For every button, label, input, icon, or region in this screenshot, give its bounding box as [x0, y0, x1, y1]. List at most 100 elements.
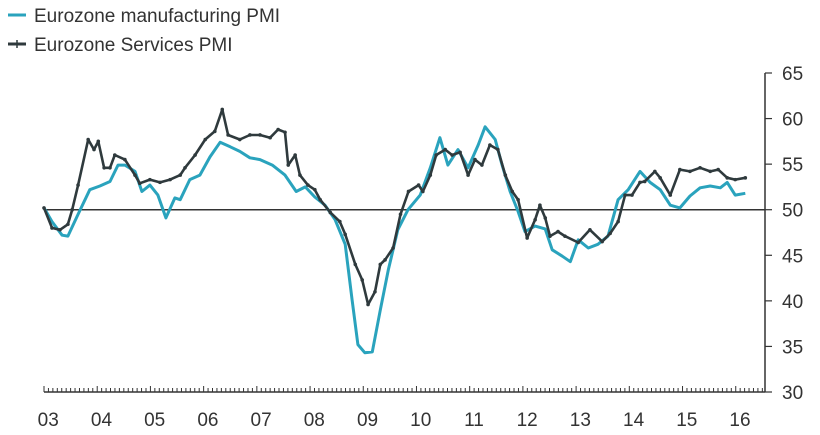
services-pmi-point: [688, 169, 692, 174]
services-pmi-point: [203, 137, 208, 142]
y-tick-label: 50: [782, 201, 803, 222]
services-pmi-point: [112, 153, 117, 157]
x-tick-label: 08: [304, 410, 325, 431]
services-pmi-point: [123, 157, 127, 162]
services-pmi-point: [653, 169, 657, 174]
y-tick-label: 30: [782, 383, 803, 404]
services-pmi-point: [226, 133, 230, 137]
services-pmi-point: [353, 262, 358, 267]
services-pmi-point: [360, 278, 364, 282]
services-pmi-point: [168, 177, 172, 182]
services-pmi-point: [450, 153, 454, 157]
y-tick-label: 60: [782, 110, 803, 131]
services-pmi-point: [102, 165, 106, 170]
manufacturing-pmi-line: [42, 125, 746, 355]
services-pmi-point: [248, 133, 252, 137]
y-tick-label: 55: [782, 155, 803, 176]
services-pmi-point: [548, 234, 552, 238]
services-pmi-point: [306, 183, 310, 187]
services-pmi-point: [238, 137, 242, 142]
services-pmi-point: [86, 137, 90, 142]
services-pmi-point: [642, 179, 647, 184]
services-pmi-point: [556, 229, 560, 234]
services-pmi-point: [434, 153, 438, 157]
services-pmi-point: [630, 193, 634, 197]
services-pmi-line: [42, 108, 746, 306]
legend: Eurozone manufacturing PMI Eurozone Serv…: [8, 6, 280, 56]
services-pmi-point: [533, 217, 537, 222]
services-pmi-point: [623, 193, 627, 197]
services-pmi-point: [421, 189, 425, 194]
x-tick-label: 10: [410, 410, 431, 431]
x-tick-label: 14: [623, 410, 645, 431]
services-pmi-point: [733, 177, 738, 182]
services-pmi-point: [480, 163, 484, 167]
services-pmi-point: [473, 157, 477, 162]
services-pmi-point: [398, 212, 403, 217]
services-pmi-point: [343, 232, 347, 237]
y-tick-label: 65: [782, 64, 803, 85]
y-tick-label: 45: [782, 246, 803, 267]
services-pmi-point: [708, 169, 712, 174]
services-pmi-point: [466, 173, 470, 177]
legend-label-manufacturing: Eurozone manufacturing PMI: [34, 6, 280, 27]
y-tick-label: 40: [782, 292, 803, 313]
services-pmi-point: [328, 210, 333, 215]
services-pmi-point: [58, 227, 62, 232]
services-pmi-point: [70, 207, 75, 212]
services-pmi-point: [373, 289, 377, 294]
services-pmi-point: [338, 219, 342, 224]
services-pmi-point: [137, 181, 142, 186]
services-pmi-point: [543, 216, 548, 220]
services-pmi-point: [193, 153, 197, 157]
services-pmi-point: [538, 203, 542, 207]
services-pmi-point: [658, 176, 662, 180]
services-pmi-point: [148, 177, 152, 182]
services-pmi-point: [428, 173, 433, 177]
services-pmi-point: [66, 222, 70, 227]
services-pmi-point: [391, 246, 395, 250]
services-pmi-point: [678, 167, 682, 172]
x-tick-label: 16: [729, 410, 750, 431]
services-pmi-point: [276, 127, 280, 132]
services-pmi-point: [725, 176, 730, 180]
axes: 03 04 05 06 07 08 09 10 11 12 13 14 15 16 65 60 55 50 45 40…: [38, 64, 803, 431]
x-tick-label: 06: [197, 410, 218, 431]
services-pmi-point: [616, 219, 620, 224]
services-pmi-point: [213, 129, 217, 134]
services-pmi-point: [406, 189, 411, 194]
services-pmi-point: [220, 107, 225, 112]
x-tick-label: 05: [144, 410, 165, 431]
x-tick-label: 13: [570, 410, 591, 431]
services-pmi-point: [576, 240, 581, 245]
services-pmi-point: [50, 226, 54, 230]
services-pmi-point: [298, 173, 302, 177]
series-group: [42, 107, 748, 355]
services-pmi-point: [510, 189, 515, 194]
services-pmi-point: [668, 193, 673, 197]
services-pmi-point: [283, 130, 287, 135]
services-pmi-point: [178, 173, 183, 177]
services-pmi-point: [293, 153, 297, 157]
services-pmi-point: [516, 197, 520, 202]
y-tick-label: 35: [782, 337, 803, 358]
x-tick-label: 15: [676, 410, 697, 431]
services-pmi-point: [42, 206, 46, 210]
services-pmi-point: [383, 258, 387, 262]
services-pmi-point: [716, 167, 720, 172]
services-pmi-point: [416, 183, 421, 187]
services-pmi-point: [496, 147, 500, 152]
services-pmi-point: [588, 227, 592, 232]
services-pmi-point: [286, 163, 291, 167]
services-pmi-point: [258, 133, 262, 137]
services-pmi-point: [313, 187, 317, 192]
x-tick-label: 07: [251, 410, 272, 431]
x-tick-label: 09: [357, 410, 378, 431]
services-pmi-point: [76, 183, 80, 187]
services-pmi-point: [96, 139, 101, 144]
services-pmi-point: [600, 239, 604, 244]
services-pmi-point: [488, 143, 492, 147]
services-pmi-point: [133, 173, 137, 177]
services-pmi-point: [638, 180, 642, 185]
